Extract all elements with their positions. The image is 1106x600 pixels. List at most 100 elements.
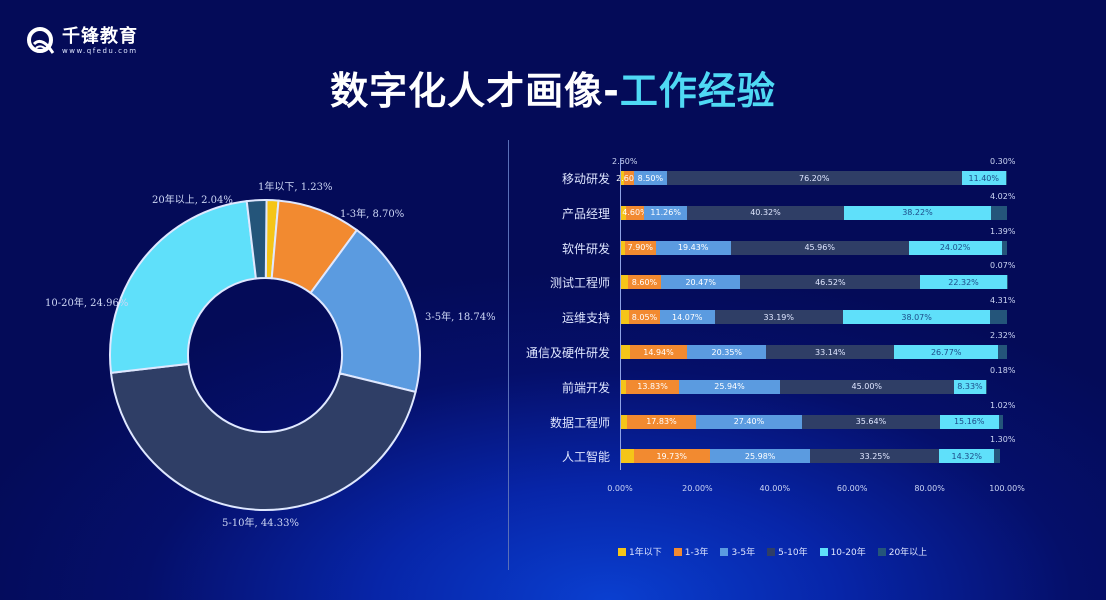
legend-label: 3-5年 [731,548,756,558]
bar-segment: 45.96% [730,240,909,255]
category-label: 前端开发 [561,380,610,395]
bar-top-label: 0.30% [990,157,1016,166]
bar-segment: 8.33% [953,379,987,394]
bar-segment: 14.94% [629,345,688,359]
bar-segment [998,414,1003,429]
bar-segment: 20.47% [661,275,741,290]
category-label: 人工智能 [561,450,610,465]
x-tick-label: 20.00% [682,484,713,493]
chart-legend: 1年以下 1-3年 3-5年 5-10年 10-20年 20年以上 [618,545,927,558]
bar-row: 19.73% 25.98% 33.25% 14.32% [620,449,1000,464]
bar-segment: 27.40% [695,414,802,429]
bar-segment: 11.26% [643,205,688,220]
bar-segment: 22.32% [920,275,1007,290]
x-tick-label: 100.00% [989,484,1025,493]
legend-label: 1年以下 [629,548,662,558]
category-label: 产品经理 [561,206,610,221]
bar-segment: 25.94% [679,379,780,394]
legend-item: 10-20年 [819,545,866,558]
bar-segment: 8.50% [633,171,667,185]
y-axis-line [620,158,621,470]
bar-row: 14.94% 20.35% 33.14% 26.77% [620,345,1007,359]
donut-slice [109,199,258,374]
panel-divider [508,140,509,570]
bar-row: 4.60% 11.26% 40.32% 38.22% [620,205,1007,220]
bar-segment [991,205,1007,220]
legend-swatch [673,547,682,556]
bar-segment [620,275,628,290]
bar-segment: 33.14% [766,345,895,359]
legend-label: 5-10年 [778,548,808,558]
bar-segment: 26.77% [894,345,998,359]
legend-item: 1-3年 [673,545,708,558]
donut-slice [309,228,421,394]
bar-row: 7.90% 19.43% 45.96% 24.02% [620,240,1007,255]
bar-segment [620,449,634,464]
bar-segment: 17.83% [626,414,696,429]
bar-segment: 46.52% [740,275,921,290]
legend-swatch [767,547,776,556]
bar-segment [994,449,1000,464]
bar-segment: 11.40% [961,171,1006,185]
bar-top-label: 1.30% [990,435,1016,445]
donut-label: 5-10年, 44.33% [222,518,299,529]
title-main: 数字化人才画像- [330,69,620,113]
donut-label: 1年以下, 1.23% [258,182,333,193]
bar-segment: 19.43% [655,240,731,255]
legend-swatch [720,547,729,556]
bar-top-label: 0.07% [990,261,1016,271]
x-tick-label: 0.00% [607,484,633,493]
x-tick-label: 80.00% [914,484,945,493]
bar-segment [986,379,987,394]
bar-segment: 2.60% [616,171,642,185]
bar-row: 8.60% 20.47% 46.52% 22.32% [620,275,1007,290]
bar-segment [998,345,1007,359]
donut-label: 1-3年, 8.70% [340,209,405,220]
legend-item: 20年以上 [877,545,928,558]
bar-segment: 7.90% [625,240,656,255]
bar-row: 8.05% 14.07% 33.19% 38.07% [620,310,1007,325]
bar-segment: 35.64% [801,414,940,429]
bar-segment: 33.19% [714,310,843,325]
bar-top-label: 2.32% [990,331,1016,340]
category-label: 运维支持 [561,311,610,326]
bar-segment [620,240,626,255]
bar-segment: 38.22% [843,205,992,220]
x-tick-label: 60.00% [836,484,868,493]
bar-segment: 14.07% [660,310,715,325]
bar-segment: 45.00% [779,379,954,394]
category-label: 软件研发 [561,241,610,256]
bar-segment [620,205,627,220]
donut-chart [109,198,421,511]
bar-segment: 8.60% [627,275,662,290]
bar-segment [620,379,626,394]
bar-segment [620,171,624,185]
title-accent: 工作经验 [619,69,776,113]
bar-segment [620,345,630,359]
bar-segment: 24.02% [908,240,1002,255]
logo-name: 千锋教育 [62,26,138,47]
bar-top-label: 1.39% [990,226,1016,236]
legend-swatch [819,547,828,556]
category-label: 移动研发 [561,172,610,186]
bar-segment: 25.98% [709,449,811,464]
qfedu-logo-icon [27,27,55,54]
bar-top-label: 1.02% [990,400,1016,410]
legend-swatch [877,547,886,556]
bar-segment: 19.73% [633,449,710,464]
legend-label: 10-20年 [830,548,866,558]
legend-swatch [618,547,626,556]
bar-top-label: 0.18% [990,365,1016,375]
category-label: 通信及硬件研发 [525,346,610,360]
bar-segment: 33.25% [810,449,940,464]
donut-label: 3-5年, 18.74% [425,312,496,323]
bar-segment: 4.60% [622,205,648,220]
donut-slice [245,199,268,280]
x-tick-label: 40.00% [759,484,791,493]
bar-segment: 76.20% [666,171,962,185]
legend-label: 20年以上 [888,548,928,558]
bar-top-label: 4.02% [990,191,1016,201]
bar-segment [990,310,1007,325]
bar-segment: 20.35% [687,345,767,359]
bar-segment [1005,171,1007,185]
